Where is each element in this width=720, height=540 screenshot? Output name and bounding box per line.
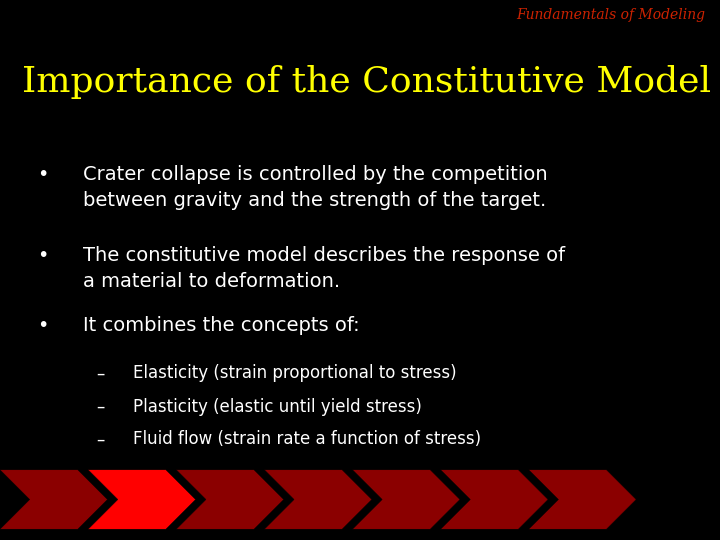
Text: Fluid flow (strain rate a function of stress): Fluid flow (strain rate a function of st… [133,430,482,448]
Text: –: – [96,398,105,416]
Text: Fundamentals of Modeling: Fundamentals of Modeling [517,8,706,22]
Polygon shape [353,470,460,529]
Polygon shape [176,470,284,529]
Text: •: • [37,316,49,335]
Text: Importance of the Constitutive Model: Importance of the Constitutive Model [22,65,711,99]
Text: Crater collapse is controlled by the competition
between gravity and the strengt: Crater collapse is controlled by the com… [83,165,547,210]
Text: Elasticity (strain proportional to stress): Elasticity (strain proportional to stres… [133,364,456,382]
Text: Plasticity (elastic until yield stress): Plasticity (elastic until yield stress) [133,398,422,416]
Polygon shape [0,470,107,529]
Text: It combines the concepts of:: It combines the concepts of: [83,316,359,335]
Polygon shape [88,470,196,529]
Text: The constitutive model describes the response of
a material to deformation.: The constitutive model describes the res… [83,246,565,291]
Text: •: • [37,165,49,184]
Text: •: • [37,246,49,265]
Polygon shape [441,470,548,529]
Text: –: – [96,430,105,448]
Polygon shape [264,470,372,529]
Text: –: – [96,364,105,382]
Polygon shape [528,470,636,529]
